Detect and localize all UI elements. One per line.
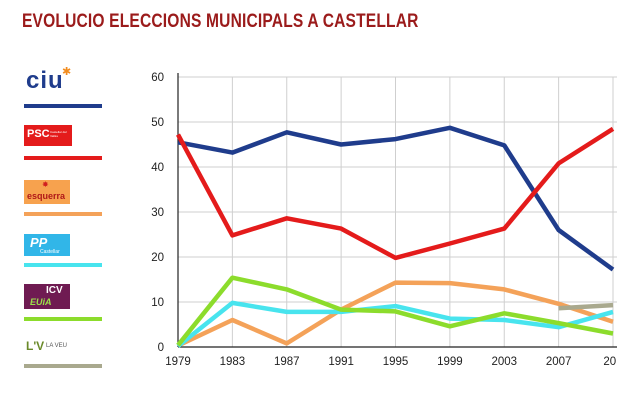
ciu-logo: ciu ✱	[24, 66, 102, 97]
x-tick-label-1991: 1991	[328, 356, 354, 368]
icv-euia-logo: ICV EUiA	[24, 284, 70, 309]
legend-line-pp	[24, 263, 102, 267]
series-line-ciu	[177, 125, 615, 272]
y-tick-label-10: 10	[151, 297, 164, 309]
ciu-star-icon: ✱	[62, 66, 72, 78]
y-tick-label-20: 20	[151, 252, 164, 264]
legend-line-icv	[24, 317, 102, 321]
lv-logo-text: L'V	[26, 339, 45, 353]
series-line-lv	[558, 302, 614, 311]
chart-title: EVOLUCIO ELECCIONS MUNICIPALS A CASTELLA…	[22, 11, 419, 32]
x-tick-label-2003: 2003	[491, 356, 517, 368]
icv-logo-text: ICV	[46, 285, 63, 296]
esquerra-logo: ✸ esquerra	[24, 180, 70, 204]
legend-item-icv: ICV EUiA	[24, 284, 102, 321]
series-line-icv	[176, 275, 614, 347]
lv-logo-subtext: LA VEU	[46, 343, 68, 349]
pp-logo-subtext: Castellar	[40, 249, 60, 255]
x-tick-label-2007: 2007	[546, 356, 572, 368]
pp-logo: PP Castellar	[24, 234, 70, 256]
x-tick-label-1987: 1987	[274, 356, 300, 368]
pp-logo-text: PP	[30, 235, 48, 250]
ciu-logo-text: ciu	[26, 67, 64, 94]
y-tick-label-50: 50	[151, 117, 164, 129]
euia-logo-text: EUiA	[30, 297, 52, 307]
series-line-pp	[176, 300, 614, 348]
x-tick-label-1999: 1999	[437, 356, 463, 368]
series-line-psc	[176, 126, 615, 261]
legend-line-ciu	[24, 104, 102, 108]
psc-logo-text: PSC	[27, 128, 50, 140]
legend-line-psc	[24, 156, 102, 160]
legend-item-psc: PSC Castellar del Vallès	[24, 125, 102, 160]
y-tick-label-60: 60	[151, 72, 164, 84]
series-line-erc	[177, 280, 614, 348]
y-tick-label-40: 40	[151, 162, 164, 174]
x-tick-label-1995: 1995	[383, 356, 409, 368]
legend-line-erc	[24, 212, 102, 216]
legend-item-lv: L'V LA VEU	[24, 339, 102, 368]
x-tick-label-1979: 1979	[165, 356, 191, 368]
psc-logo: PSC Castellar del Vallès	[24, 125, 72, 146]
x-tick-label-1983: 1983	[220, 356, 246, 368]
legend-item-pp: PP Castellar	[24, 234, 102, 267]
legend-item-erc: ✸ esquerra	[24, 180, 102, 216]
psc-logo-subtext: Castellar del Vallès	[50, 130, 67, 138]
y-tick-label-0: 0	[158, 342, 164, 354]
la-veu-logo: L'V LA VEU	[24, 339, 102, 359]
legend-line-lv	[24, 364, 102, 368]
y-tick-label-30: 30	[151, 207, 164, 219]
x-tick-label-2011: 201	[603, 356, 617, 368]
esquerra-logo-text: esquerra	[27, 191, 66, 201]
legend-item-ciu: ciu ✱	[24, 66, 102, 108]
esquerra-star-icon: ✸	[42, 180, 49, 189]
